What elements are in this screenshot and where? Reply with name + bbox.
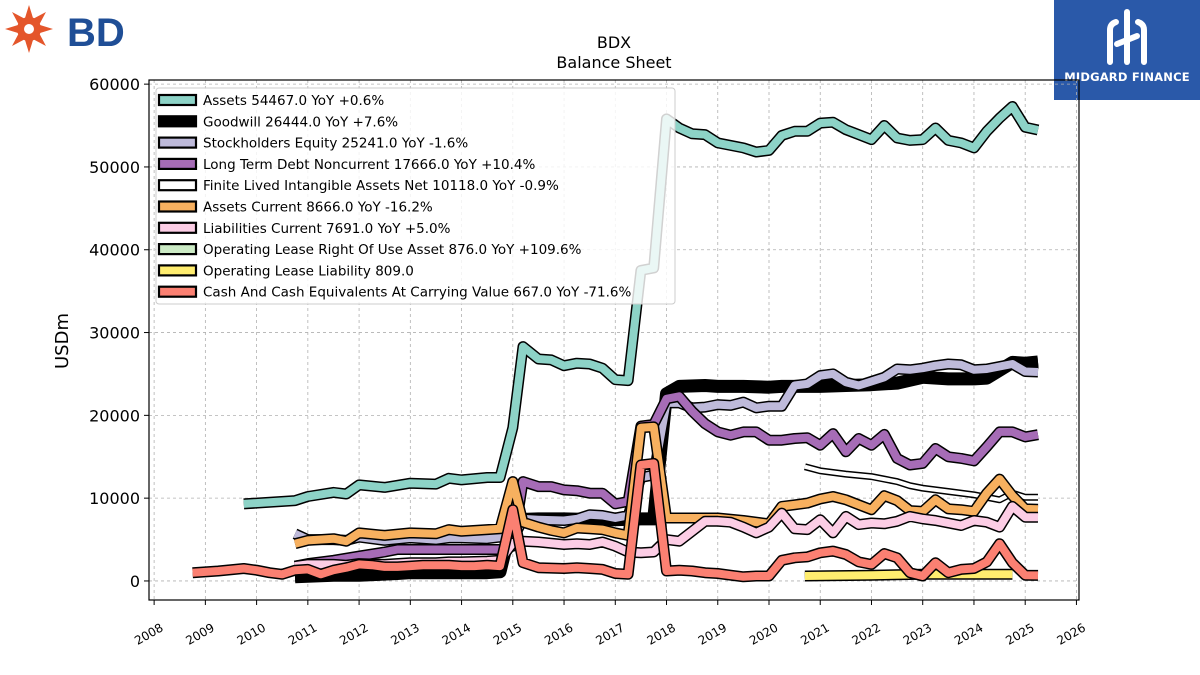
legend-swatch bbox=[157, 115, 198, 128]
x-tick-label: 2024 bbox=[952, 620, 985, 647]
legend-swatch bbox=[157, 136, 198, 149]
bd-logo-text: BD bbox=[67, 11, 125, 55]
x-tick-label: 2013 bbox=[388, 620, 421, 647]
legend-swatch bbox=[157, 221, 198, 234]
x-tick-label: 2009 bbox=[183, 620, 216, 647]
legend-label: Cash And Cash Equivalents At Carrying Va… bbox=[203, 285, 631, 301]
x-tick-label: 2008 bbox=[132, 620, 165, 647]
legend-swatch bbox=[157, 157, 198, 170]
y-tick-label: 0 bbox=[130, 572, 140, 591]
x-tick-label: 2018 bbox=[645, 620, 678, 647]
y-tick-label: 20000 bbox=[89, 406, 140, 425]
legend-swatch bbox=[157, 264, 198, 277]
x-tick-label: 2012 bbox=[337, 620, 370, 647]
series-line-1 bbox=[294, 357, 1039, 582]
legend-label: Goodwill 26444.0 YoY +7.6% bbox=[203, 114, 398, 130]
x-tick-label: 2026 bbox=[1054, 620, 1087, 647]
x-tick-label: 2023 bbox=[901, 620, 934, 647]
legend-box bbox=[155, 87, 676, 305]
x-tick-label: 2011 bbox=[286, 620, 319, 647]
legend-label: Finite Lived Intangible Assets Net 10118… bbox=[203, 178, 559, 194]
series-line-5 bbox=[294, 422, 1039, 548]
midgard-emblem-icon bbox=[1107, 9, 1147, 65]
bd-logo: BD bbox=[4, 4, 144, 60]
x-tick-label: 2025 bbox=[1003, 620, 1036, 647]
legend-label: Long Term Debt Noncurrent 17666.0 YoY +1… bbox=[203, 157, 535, 173]
legend-label: Operating Lease Right Of Use Asset 876.0… bbox=[203, 242, 582, 258]
legend: Assets 54467.0 YoY +0.6% Goodwill 26444.0… bbox=[155, 87, 676, 305]
y-tick-label: 50000 bbox=[89, 158, 140, 177]
x-tick-label: 2022 bbox=[850, 620, 883, 647]
series-line-2 bbox=[293, 360, 1039, 545]
legend-label: Stockholders Equity 25241.0 YoY -1.6% bbox=[203, 136, 468, 152]
x-tick-label: 2016 bbox=[542, 620, 575, 647]
axis-ticks: 2008 2009 2010 2011 2012 2013 2014 2015 2016 2017… bbox=[89, 75, 1088, 648]
x-tick-label: 2017 bbox=[593, 620, 626, 647]
y-tick-label: 30000 bbox=[89, 324, 140, 343]
chart-subtitle: Balance Sheet bbox=[556, 53, 671, 72]
y-tick-label: 40000 bbox=[89, 241, 140, 260]
legend-swatch bbox=[157, 285, 198, 298]
legend-swatch bbox=[157, 200, 198, 213]
y-tick-label: 60000 bbox=[89, 75, 140, 94]
chart-title: BDX bbox=[597, 33, 631, 52]
series-line-9 bbox=[192, 459, 1039, 581]
midgard-finance-logo: MIDGARD FINANCE bbox=[1054, 0, 1200, 100]
legend-swatch bbox=[157, 93, 198, 107]
legend-label: Assets 54467.0 YoY +0.6% bbox=[203, 93, 384, 109]
y-tick-label: 10000 bbox=[89, 489, 140, 508]
midgard-finance-wordmark: MIDGARD FINANCE bbox=[1064, 70, 1190, 84]
x-tick-label: 2010 bbox=[235, 620, 268, 647]
series-line-0 bbox=[243, 102, 1039, 508]
x-tick-label: 2019 bbox=[696, 620, 729, 647]
x-tick-label: 2014 bbox=[440, 620, 473, 647]
y-axis-label: USDm bbox=[52, 313, 73, 369]
bd-sun-icon: BD bbox=[5, 5, 125, 55]
plot-frame bbox=[148, 79, 1080, 601]
legend-label: Liabilities Current 7691.0 YoY +5.0% bbox=[203, 221, 451, 237]
series-lines bbox=[192, 101, 1040, 584]
legend-swatch bbox=[157, 179, 198, 192]
legend-label: Operating Lease Liability 809.0 bbox=[203, 263, 414, 279]
legend-swatch bbox=[157, 243, 198, 256]
legend-label: Assets Current 8666.0 YoY -16.2% bbox=[203, 200, 433, 216]
x-tick-label: 2020 bbox=[747, 620, 780, 647]
x-tick-label: 2015 bbox=[491, 620, 524, 647]
x-tick-label: 2021 bbox=[798, 620, 831, 647]
